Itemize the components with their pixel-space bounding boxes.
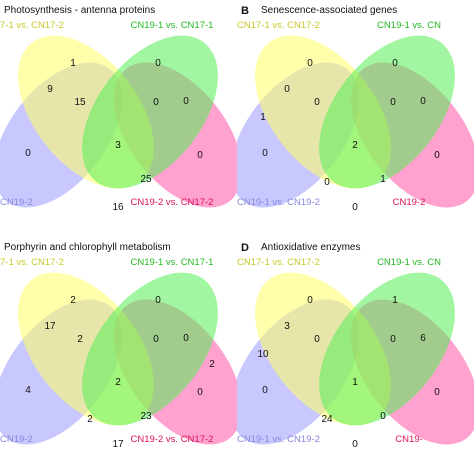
- panel-title: Antioxidative enzymes: [261, 242, 361, 253]
- venn-svg: D Antioxidative enzymes CN17-1 vs. CN17-2 C…: [237, 242, 474, 450]
- region-count-bc: 6: [420, 333, 426, 344]
- venn-panel-d: D Antioxidative enzymes CN17-1 vs. CN17-2 C…: [237, 237, 474, 474]
- region-count-abc: 0: [153, 334, 159, 345]
- region-count-abc: 0: [390, 97, 396, 108]
- set-b-ellipse: [319, 272, 455, 426]
- region-count-bc2: 0: [197, 150, 203, 161]
- region-count-c: 2: [209, 359, 215, 370]
- region-count-a: 0: [307, 58, 313, 69]
- region-count-abcd: 3: [115, 140, 121, 151]
- region-count-acd: 24: [321, 414, 333, 425]
- region-count-abcd: 1: [352, 377, 358, 388]
- set-label-b: CN19-1 vs. CN: [377, 20, 441, 31]
- set-label-c: CN19-2 vs. CN17-2: [131, 434, 214, 445]
- panel-title: Photosynthesis - antenna proteins: [4, 5, 155, 16]
- set-b-ellipse: [82, 272, 218, 426]
- set-label-d: CN19-2: [0, 197, 33, 208]
- region-count-ad: 9: [47, 84, 53, 95]
- region-count-acd: 0: [324, 177, 330, 188]
- region-count-bc2: 0: [197, 387, 203, 398]
- panel-letter: B: [241, 5, 249, 17]
- set-label-a: 7-1 vs. CN17-2: [0, 20, 64, 31]
- set-label-d: CN19-1 vs. CN19-2: [237, 197, 320, 208]
- region-count-b: 1: [392, 295, 398, 306]
- region-count-bcd: 1: [380, 174, 386, 185]
- venn-svg: Photosynthesis - antenna proteins 7-1 vs.…: [0, 5, 237, 213]
- region-count-abd: 0: [314, 97, 320, 108]
- panel-letter: D: [241, 242, 249, 254]
- region-count-abd: 0: [314, 334, 320, 345]
- region-count-bcd: 25: [140, 174, 152, 185]
- region-count-d: 1: [260, 112, 266, 123]
- set-label-c: CN19-: [395, 434, 422, 445]
- region-count-cd: 16: [112, 202, 124, 213]
- venn-svg: B Senescence-associated genes CN17-1 vs. C…: [237, 5, 474, 213]
- set-label-b: CN19-1 vs. CN17-1: [131, 20, 214, 31]
- region-count-bc: 0: [183, 333, 189, 344]
- region-count-abd: 15: [74, 97, 86, 108]
- region-count-ad: 17: [44, 321, 56, 332]
- venn-panel-b: B Senescence-associated genes CN17-1 vs. C…: [237, 0, 474, 237]
- region-count-ad2: 4: [25, 385, 31, 396]
- region-count-a: 1: [70, 58, 76, 69]
- set-b-ellipse: [82, 35, 218, 189]
- region-count-a: 0: [307, 295, 313, 306]
- region-count-bc2: 0: [434, 150, 440, 161]
- region-count-cd: 0: [352, 439, 358, 450]
- region-count-bc: 0: [420, 96, 426, 107]
- region-count-bcd: 0: [380, 411, 386, 422]
- region-count-bc2: 0: [434, 387, 440, 398]
- region-count-ad2: 0: [25, 148, 31, 159]
- region-count-d: 10: [257, 349, 269, 360]
- region-count-acd: 2: [87, 414, 93, 425]
- set-label-a: CN17-1 vs. CN17-2: [237, 257, 320, 268]
- set-label-d: CN19-1 vs. CN19-2: [237, 434, 320, 445]
- region-count-ad2: 0: [262, 385, 268, 396]
- region-count-abcd: 2: [352, 140, 358, 151]
- region-count-ad2: 0: [262, 148, 268, 159]
- region-count-b: 0: [155, 295, 161, 306]
- panel-title: Porphyrin and chlorophyll metabolism: [4, 242, 171, 253]
- venn-panel-a: Photosynthesis - antenna proteins 7-1 vs.…: [0, 0, 237, 237]
- set-b-ellipse: [319, 35, 455, 189]
- set-label-c: CN19-2 vs. CN17-2: [131, 197, 214, 208]
- region-count-cd: 0: [352, 202, 358, 213]
- set-label-c: CN19-2: [393, 197, 426, 208]
- set-label-a: 7-1 vs. CN17-2: [0, 257, 64, 268]
- set-label-d: CN19-2: [0, 434, 33, 445]
- region-count-cd: 17: [112, 439, 124, 450]
- set-label-b: CN19-1 vs. CN17-1: [131, 257, 214, 268]
- region-count-abc: 0: [153, 97, 159, 108]
- region-count-bc: 0: [183, 96, 189, 107]
- panel-title: Senescence-associated genes: [261, 5, 397, 16]
- region-count-a: 2: [70, 295, 76, 306]
- venn-panel-c: Porphyrin and chlorophyll metabolism 7-1 …: [0, 237, 237, 474]
- region-count-abcd: 2: [115, 377, 121, 388]
- venn-svg: Porphyrin and chlorophyll metabolism 7-1 …: [0, 242, 237, 450]
- region-count-abc: 0: [390, 334, 396, 345]
- region-count-b: 0: [392, 58, 398, 69]
- set-label-a: CN17-1 vs. CN17-2: [237, 20, 320, 31]
- region-count-abd: 2: [77, 334, 83, 345]
- region-count-ad: 3: [284, 321, 290, 332]
- region-count-ad: 0: [284, 84, 290, 95]
- region-count-b: 0: [155, 58, 161, 69]
- set-label-b: CN19-1 vs. CN: [377, 257, 441, 268]
- region-count-bcd: 23: [140, 411, 152, 422]
